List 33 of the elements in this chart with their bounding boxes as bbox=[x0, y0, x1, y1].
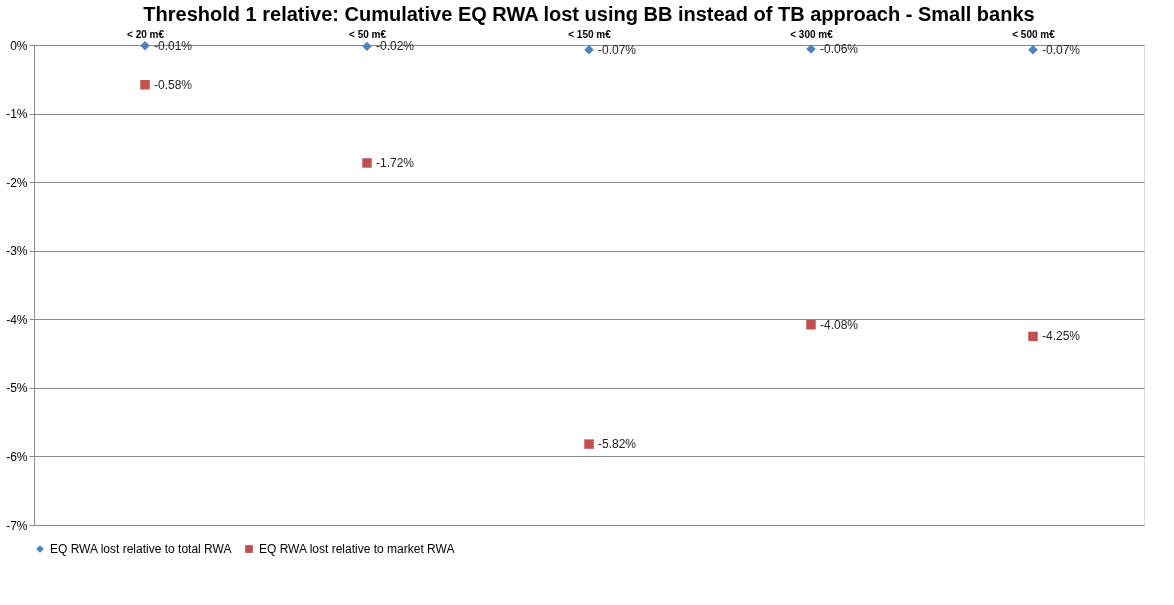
x-tick-label: < 150 m€ bbox=[568, 28, 612, 40]
x-tick-label: < 500 m€ bbox=[1012, 28, 1056, 40]
data-label: -4.08% bbox=[820, 317, 859, 332]
x-tick-label: < 20 m€ bbox=[127, 28, 165, 40]
y-tick-label: -1% bbox=[6, 107, 28, 122]
y-tick-label: -7% bbox=[6, 518, 28, 533]
legend-label: EQ RWA lost relative to market RWA bbox=[259, 542, 455, 556]
data-label: -0.58% bbox=[154, 77, 193, 92]
y-tick-label: -3% bbox=[6, 244, 28, 259]
point bbox=[362, 158, 372, 168]
data-label: -1.72% bbox=[376, 155, 415, 170]
point bbox=[1028, 331, 1038, 342]
y-tick-label: -4% bbox=[6, 312, 28, 327]
data-label: -5.82% bbox=[598, 437, 637, 452]
legend-label: EQ RWA lost relative to total RWA bbox=[50, 542, 232, 556]
chart-title: Threshold 1 relative: Cumulative EQ RWA lost using BB instead of TB approach - Small banks bbox=[143, 3, 1035, 25]
data-label: -0.01% bbox=[154, 38, 193, 53]
point bbox=[362, 41, 372, 52]
y-tick-label: 0% bbox=[10, 38, 28, 53]
point bbox=[140, 40, 150, 51]
data-label: -4.25% bbox=[1042, 329, 1081, 344]
point bbox=[584, 439, 594, 449]
data-label: -0.07% bbox=[1042, 42, 1081, 57]
data-label: -0.07% bbox=[598, 42, 637, 57]
point bbox=[140, 80, 150, 90]
y-tick-label: -6% bbox=[6, 449, 28, 464]
x-tick-label: < 50 m€ bbox=[349, 28, 387, 40]
y-tick-label: -5% bbox=[6, 381, 28, 396]
y-tick-label: -2% bbox=[6, 175, 28, 190]
data-label: -0.02% bbox=[376, 39, 415, 54]
point bbox=[806, 320, 816, 330]
data-label: -0.06% bbox=[820, 42, 859, 57]
x-tick-label: < 300 m€ bbox=[790, 28, 834, 40]
